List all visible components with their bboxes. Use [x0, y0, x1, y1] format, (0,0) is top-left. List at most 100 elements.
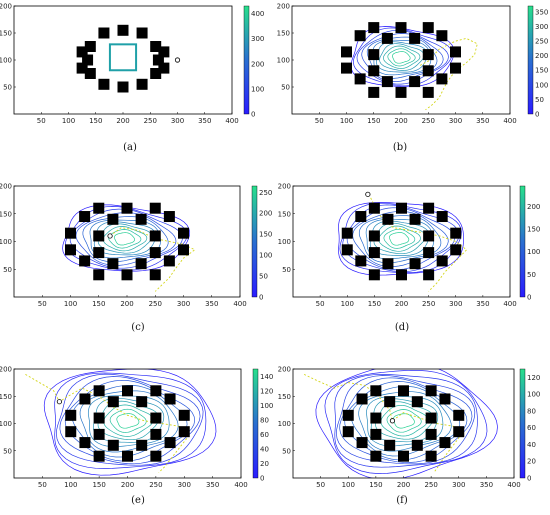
contour-line: [324, 369, 488, 474]
obstacle-square: [368, 49, 380, 61]
obstacle-square: [107, 396, 119, 408]
obstacle-square: [409, 258, 421, 270]
x-tick-label: 200: [120, 300, 133, 308]
obstacle-square: [396, 269, 407, 281]
obstacle-square: [107, 258, 119, 270]
colorbar-tick-label: 300: [535, 23, 548, 31]
x-tick-label: 50: [316, 481, 325, 489]
y-tick-label: 150: [277, 30, 290, 38]
colorbar-frame: [243, 5, 250, 115]
contour-layer: [76, 24, 170, 93]
contour-line: [383, 228, 416, 249]
obstacle-square: [395, 22, 407, 34]
x-tick-label: 50: [38, 300, 47, 308]
obstacle-square: [178, 426, 190, 438]
obstacle-square: [163, 211, 175, 223]
obstacle-square: [136, 439, 148, 451]
obstacle-square: [93, 247, 105, 259]
obstacle-square: [152, 54, 164, 66]
obstacle-square: [423, 247, 435, 259]
colorbar-tick-label: 0: [260, 475, 264, 483]
x-tick-label: 150: [92, 481, 105, 489]
source-marker: [389, 418, 396, 424]
x-tick-label: 250: [144, 117, 157, 125]
obstacle-square: [121, 269, 133, 281]
chart-panel: 50 100 150 200 250 300 350 400 50 100 150 200 0 50 100…: [0, 183, 272, 334]
obstacle-square: [355, 255, 367, 267]
y-tick-label: 100: [278, 420, 291, 428]
x-tick-label: 50: [37, 117, 46, 125]
x-tick-label: 50: [315, 117, 324, 125]
obstacle-square: [395, 86, 407, 98]
obstacle-square: [450, 62, 461, 74]
y-tick-label: 100: [0, 238, 12, 246]
obstacle-square: [79, 255, 91, 267]
colorbar-tick-label: 50: [527, 271, 536, 279]
colorbar-tick-label: 300: [251, 35, 264, 43]
obstacle-square: [76, 46, 88, 58]
x-tick-label: 400: [234, 481, 247, 489]
obstacle-square: [341, 62, 352, 74]
x-tick-label: 350: [480, 481, 493, 489]
obstacle-square: [135, 213, 147, 225]
chart-panel: 50 100 150 200 250 300 350 400 50 100 150 200 0 50 100…: [277, 3, 549, 154]
colorbar-frame: [519, 185, 526, 298]
colorbar-tick-label: 20: [527, 458, 536, 466]
colorbar-tick-label: 100: [527, 248, 540, 256]
contour-line: [43, 369, 217, 476]
colorbar-tick-label: 0: [259, 294, 263, 302]
x-tick-label: 200: [116, 117, 129, 125]
y-tick-label: 50: [3, 266, 12, 274]
y-tick-label: 150: [278, 210, 291, 218]
obstacle-square: [368, 65, 380, 77]
x-tick-label: 200: [395, 300, 408, 308]
colorbar-tick-label: 0: [527, 294, 531, 302]
obstacle-square: [122, 385, 133, 397]
contour-line: [387, 48, 416, 67]
colorbar-tick-label: 0: [527, 475, 531, 483]
obstacle-square: [439, 393, 451, 405]
plume-trace: [25, 374, 191, 473]
contour-line: [108, 229, 142, 249]
x-tick-label: 300: [449, 300, 462, 308]
colorbar-tick-label: 350: [535, 8, 548, 16]
y-tick-label: 100: [0, 57, 12, 65]
colorbar: [253, 369, 258, 478]
panel-caption: (e): [131, 495, 145, 506]
panel-caption: (a): [123, 142, 137, 153]
obstacle-square: [370, 385, 382, 397]
y-tick-label: 150: [0, 210, 12, 218]
obstacle-square: [178, 244, 189, 256]
obstacle-square: [79, 211, 91, 223]
obstacle-square: [121, 202, 133, 214]
y-tick-label: 200: [0, 366, 12, 374]
obstacle-square: [342, 409, 354, 421]
contour-line: [69, 208, 183, 269]
obstacle-square: [135, 258, 147, 270]
colorbar-tick-label: 400: [251, 10, 264, 18]
colorbar-tick-label: 200: [259, 210, 272, 218]
x-tick-label: 400: [233, 300, 246, 308]
obstacle-square: [150, 428, 162, 440]
colorbar: [252, 186, 257, 297]
obstacle-square: [158, 46, 170, 58]
contour-layer: [62, 202, 196, 292]
x-tick-label: 150: [89, 117, 102, 125]
obstacle-square: [381, 32, 393, 44]
contour-line: [114, 232, 135, 246]
obstacle-square: [368, 247, 380, 259]
y-tick-label: 50: [3, 447, 12, 455]
colorbar-tick-label: 150: [535, 67, 548, 75]
obstacle-square: [425, 385, 437, 397]
x-tick-label: 100: [64, 300, 77, 308]
colorbar-tick-label: 50: [259, 273, 268, 281]
y-tick-label: 100: [0, 420, 12, 428]
colorbar-tick-label: 20: [260, 460, 269, 468]
contour-line: [108, 43, 138, 72]
colorbar: [528, 6, 533, 114]
obstacle-square: [384, 396, 396, 408]
contour-line: [109, 408, 147, 433]
obstacle-square: [436, 255, 448, 267]
panel-caption: (c): [131, 322, 145, 333]
contour-layer: [338, 194, 468, 292]
